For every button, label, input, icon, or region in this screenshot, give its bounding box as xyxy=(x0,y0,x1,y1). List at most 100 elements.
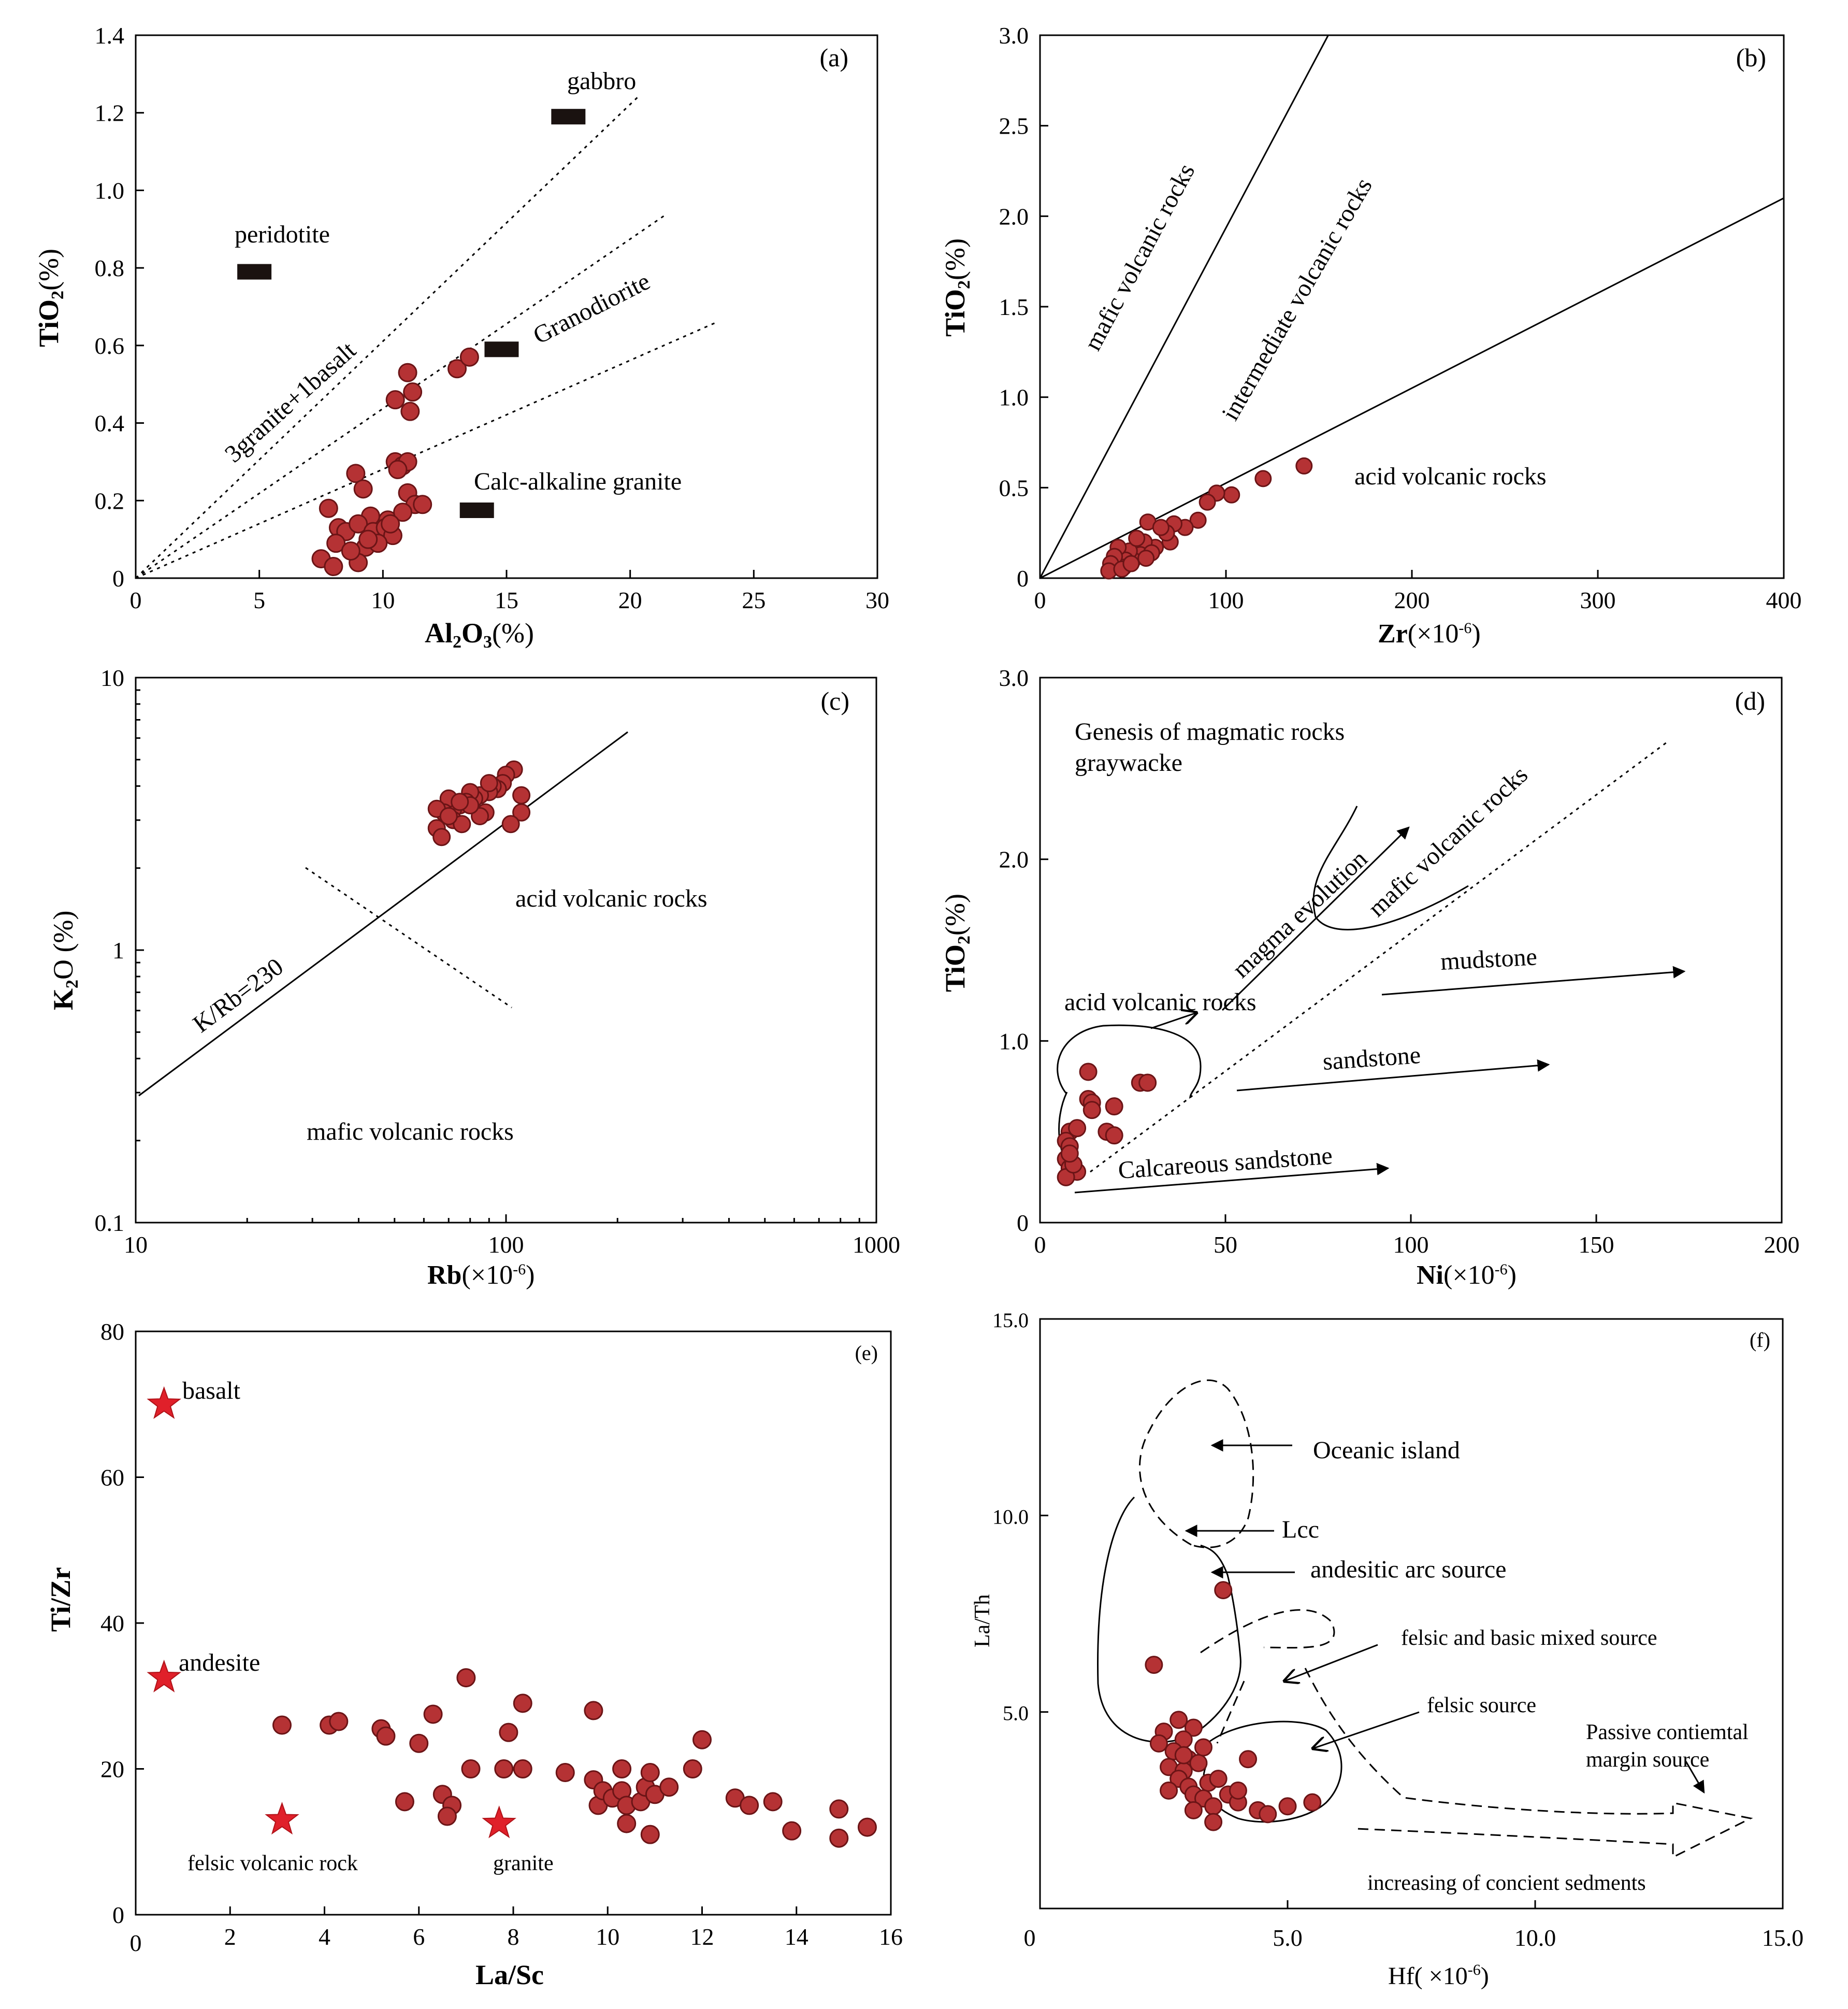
magma-evolution-arrow xyxy=(1221,826,1410,1011)
ticks-e: 0 2 4 6 8 10 12 14 16 0 20 40 60 80 xyxy=(100,1318,903,1956)
calcareous-sandstone-arrow xyxy=(1074,1163,1390,1194)
ticks-c: 10 100 1000 0.1 1 10 xyxy=(95,665,901,1258)
y-tick-label: 5.0 xyxy=(1003,1702,1029,1725)
data-point xyxy=(1189,511,1207,529)
x-tick-label: 0 xyxy=(1034,1231,1046,1258)
data-point xyxy=(1209,1770,1228,1788)
plot-frame-b xyxy=(1039,34,1785,579)
y-tick-label: 0 xyxy=(1017,1210,1029,1236)
data-point xyxy=(612,1759,632,1778)
label-felsic-volcanic-rock: felsic volcanic rock xyxy=(187,1852,358,1875)
y-tick-label: 1.4 xyxy=(95,22,125,49)
y-tick-label: 1.2 xyxy=(95,100,125,126)
data-point xyxy=(1170,1711,1188,1729)
ticks-d: 0 50 100 150 200 0 1.0 2.0 3.0 xyxy=(999,665,1800,1258)
panel-label-d: (d) xyxy=(1735,686,1765,715)
y-tick-label: 80 xyxy=(100,1318,124,1345)
data-point xyxy=(555,1763,575,1783)
y-tick-label: 1.0 xyxy=(999,1028,1029,1054)
label-andesite: andesite xyxy=(179,1649,260,1676)
reference-star xyxy=(147,1386,181,1419)
data-points-a xyxy=(311,347,479,577)
label-andesitic-arc-source: andesitic arc source xyxy=(1310,1556,1506,1583)
data-points-e xyxy=(272,1668,877,1848)
x-tick-label: 15.0 xyxy=(1762,1925,1804,1951)
data-point xyxy=(1105,1126,1123,1145)
label-felsic-basic-mixed-source: felsic and basic mixed source xyxy=(1401,1626,1657,1650)
y-axis-label-d: TiO2(%) xyxy=(940,894,974,992)
passive-margin-arrow xyxy=(1304,1668,1753,1859)
data-point xyxy=(423,1704,443,1724)
x-tick-label: 5.0 xyxy=(1273,1925,1303,1951)
y-tick-label: 15.0 xyxy=(992,1309,1029,1332)
data-point xyxy=(453,815,471,834)
label-acid-volcanic-rocks-d: acid volcanic rocks xyxy=(1064,988,1257,1016)
data-point xyxy=(1149,1734,1168,1753)
data-point xyxy=(439,807,458,826)
y-tick-label: 60 xyxy=(100,1465,124,1491)
data-point xyxy=(447,359,467,379)
data-point xyxy=(1184,1718,1203,1737)
label-oceanic-island: Oceanic island xyxy=(1313,1437,1460,1464)
y-tick-label: 1.0 xyxy=(95,177,125,204)
data-point xyxy=(1145,1656,1163,1674)
x-axis-label-a: Al2O3(%) xyxy=(425,618,534,652)
data-point xyxy=(683,1759,702,1778)
y-tick-label: 2.0 xyxy=(999,846,1029,873)
data-point xyxy=(437,1806,457,1826)
data-point xyxy=(512,786,531,805)
y-tick-label: 0 xyxy=(1017,565,1029,592)
data-point xyxy=(692,1730,712,1749)
data-point xyxy=(1194,1738,1212,1757)
y-tick-label: 2.0 xyxy=(999,203,1029,229)
y-tick-label: 0.4 xyxy=(95,410,125,437)
x-tick-label: 100 xyxy=(1208,587,1244,613)
felsic-source-field xyxy=(1203,1720,1342,1823)
mixed-source-field xyxy=(1200,1609,1335,1654)
data-point xyxy=(341,541,360,561)
label-mafic-volcanic-rocks-c: mafic volcanic rocks xyxy=(307,1118,514,1145)
x-tick-label: 20 xyxy=(618,587,642,613)
data-point xyxy=(1239,1750,1258,1769)
data-point xyxy=(829,1828,849,1848)
label-acid-volcanic-rocks-c: acid volcanic rocks xyxy=(515,885,708,912)
ticks-f: 0 5.0 10.0 15.0 5.0 10.0 15.0 xyxy=(992,1309,1803,1951)
label-passive-continental: Passive contiemtal xyxy=(1586,1720,1749,1744)
data-point xyxy=(1137,550,1155,567)
andesitic-arc-field xyxy=(1097,1496,1241,1743)
data-point xyxy=(1204,1813,1223,1831)
data-point xyxy=(324,557,343,577)
felsic-source-pointer xyxy=(1313,1711,1420,1748)
y-axis-label-c: K2O (%) xyxy=(48,911,82,1010)
panel-e: 0 2 4 6 8 10 12 14 16 0 20 40 60 80 (e) La/Sc Ti/Zr b… xyxy=(45,1318,903,1990)
reference-star xyxy=(147,1659,181,1692)
data-point xyxy=(513,1759,532,1778)
data-point xyxy=(1259,1805,1277,1824)
y-tick-label: 0.5 xyxy=(999,475,1029,501)
x-tick-label: 0 xyxy=(1024,1925,1036,1951)
label-margin-source: margin source xyxy=(1586,1748,1709,1772)
label-increasing-sediments: increasing of concient sedments xyxy=(1367,1871,1646,1895)
label-acid-volcanic-rocks-b: acid volcanic rocks xyxy=(1354,463,1547,490)
y-tick-label: 0.2 xyxy=(95,487,125,514)
y-tick-label: 3.0 xyxy=(999,665,1029,691)
data-point xyxy=(451,793,469,811)
x-tick-label: 2 xyxy=(224,1924,236,1950)
y-tick-label: 0 xyxy=(112,1902,124,1928)
data-point xyxy=(329,1712,349,1731)
label-granite: granite xyxy=(493,1852,554,1875)
x-tick-label: 0 xyxy=(130,587,142,613)
panel-d: 0 50 100 150 200 0 1.0 2.0 3.0 (d) Ni(×10-6) TiO… xyxy=(940,665,1800,1290)
label-basalt: basalt xyxy=(182,1377,241,1404)
data-point xyxy=(393,503,413,522)
plot-frame-e xyxy=(135,1330,892,1916)
data-point xyxy=(409,1733,429,1753)
data-point xyxy=(1079,1063,1098,1081)
data-point xyxy=(1189,1754,1208,1772)
data-point xyxy=(376,1726,396,1746)
data-point xyxy=(1174,1746,1193,1764)
mafic-volcanic-field xyxy=(1312,806,1469,930)
divider-line-d xyxy=(1090,740,1669,1173)
y-tick-label: 0.1 xyxy=(95,1210,125,1236)
label-magma-evolution: magma evolution xyxy=(1227,845,1373,983)
